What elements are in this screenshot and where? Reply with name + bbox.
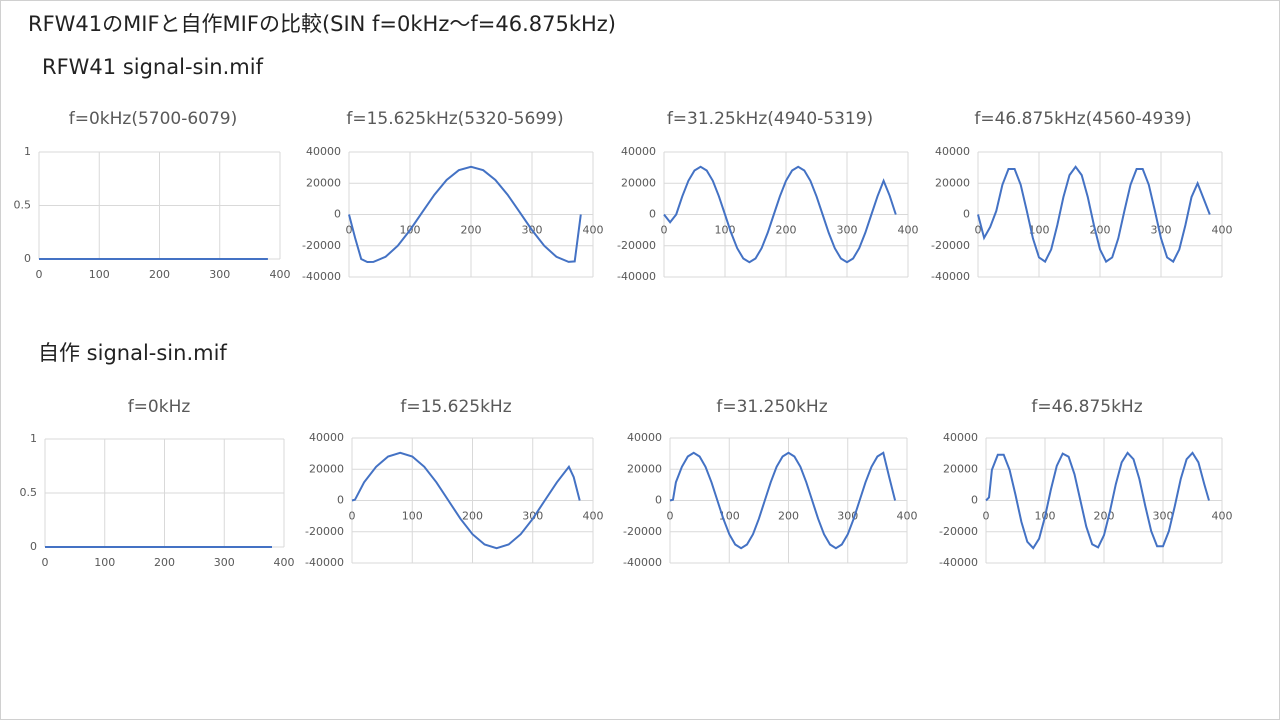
x-tick-label: 200 xyxy=(778,510,799,523)
series-line xyxy=(977,165,1211,264)
y-tick-label: 0 xyxy=(337,494,344,507)
y-tick-label: -20000 xyxy=(302,239,341,252)
y-tick-label: 40000 xyxy=(309,431,344,444)
x-tick-label: 400 xyxy=(1212,510,1233,523)
x-tick-label: 0 xyxy=(346,224,353,237)
y-tick-label: 0.5 xyxy=(20,486,38,499)
y-tick-label: 40000 xyxy=(627,431,662,444)
chart-title: f=46.875kHz xyxy=(1031,397,1142,417)
x-tick-label: 400 xyxy=(583,224,604,237)
y-tick-label: -20000 xyxy=(617,239,656,252)
x-tick-label: 300 xyxy=(214,556,235,569)
y-tick-label: 0 xyxy=(334,208,341,221)
x-tick-label: 0 xyxy=(667,510,674,523)
y-tick-label: -40000 xyxy=(305,556,344,569)
x-tick-label: 400 xyxy=(1212,224,1233,237)
x-tick-label: 400 xyxy=(897,510,918,523)
y-tick-label: -40000 xyxy=(931,270,970,283)
y-tick-label: 20000 xyxy=(935,176,970,189)
chart-title: f=46.875kHz(4560-4939) xyxy=(974,109,1191,129)
y-tick-label: 0 xyxy=(24,252,31,265)
x-tick-label: 100 xyxy=(402,510,423,523)
x-tick-label: 0 xyxy=(983,510,990,523)
y-tick-label: -20000 xyxy=(931,239,970,252)
y-tick-label: 20000 xyxy=(627,462,662,475)
x-tick-label: 300 xyxy=(1151,224,1172,237)
x-tick-label: 400 xyxy=(274,556,295,569)
y-tick-label: 1 xyxy=(30,432,37,445)
x-tick-label: 200 xyxy=(149,268,170,281)
y-tick-label: 0 xyxy=(649,208,656,221)
x-tick-label: 300 xyxy=(209,268,230,281)
x-tick-label: 0 xyxy=(42,556,49,569)
y-tick-label: 40000 xyxy=(621,145,656,158)
series-line xyxy=(985,451,1210,550)
y-tick-label: -40000 xyxy=(617,270,656,283)
x-tick-label: 0 xyxy=(36,268,43,281)
x-tick-label: 200 xyxy=(1094,510,1115,523)
chart-title: f=31.25kHz(4940-5319) xyxy=(667,109,873,129)
y-tick-label: 0 xyxy=(971,494,978,507)
x-tick-label: 0 xyxy=(349,510,356,523)
y-tick-label: 20000 xyxy=(306,176,341,189)
chart-title: f=15.625kHz(5320-5699) xyxy=(346,109,563,129)
x-tick-label: 0 xyxy=(661,224,668,237)
y-tick-label: 20000 xyxy=(621,176,656,189)
section-label: 自作 signal-sin.mif xyxy=(38,341,227,365)
y-tick-label: 0 xyxy=(655,494,662,507)
series-line xyxy=(351,451,581,550)
x-tick-label: 300 xyxy=(522,510,543,523)
x-tick-label: 100 xyxy=(1029,224,1050,237)
chart-title: f=31.250kHz xyxy=(716,397,827,417)
y-tick-label: -20000 xyxy=(623,525,662,538)
y-tick-label: 1 xyxy=(24,145,31,158)
x-tick-label: 0 xyxy=(975,224,982,237)
chart-title: f=0kHz(5700-6079) xyxy=(69,109,238,129)
y-tick-label: 0 xyxy=(30,540,37,553)
chart-title: f=0kHz xyxy=(128,397,191,417)
x-tick-label: 400 xyxy=(270,268,291,281)
series-line xyxy=(663,165,897,264)
y-tick-label: 40000 xyxy=(306,145,341,158)
x-tick-label: 200 xyxy=(154,556,175,569)
y-tick-label: -40000 xyxy=(939,556,978,569)
x-tick-label: 100 xyxy=(94,556,115,569)
x-tick-label: 400 xyxy=(898,224,919,237)
series-line xyxy=(348,165,582,264)
y-tick-label: 20000 xyxy=(943,462,978,475)
y-tick-label: 0.5 xyxy=(14,199,32,212)
y-tick-label: 20000 xyxy=(309,462,344,475)
slide-title: RFW41のMIFと自作MIFの比較(SIN f=0kHz～f=46.875kH… xyxy=(28,12,616,36)
x-tick-label: 300 xyxy=(1153,510,1174,523)
y-tick-label: 40000 xyxy=(935,145,970,158)
series-line xyxy=(669,451,897,550)
x-tick-label: 300 xyxy=(837,224,858,237)
x-tick-label: 200 xyxy=(462,510,483,523)
y-tick-label: -20000 xyxy=(939,525,978,538)
y-tick-label: 40000 xyxy=(943,431,978,444)
chart-title: f=15.625kHz xyxy=(400,397,511,417)
x-tick-label: 200 xyxy=(1090,224,1111,237)
y-tick-label: -40000 xyxy=(623,556,662,569)
x-tick-label: 400 xyxy=(583,510,604,523)
y-tick-label: -40000 xyxy=(302,270,341,283)
y-tick-label: -20000 xyxy=(305,525,344,538)
x-tick-label: 200 xyxy=(776,224,797,237)
x-tick-label: 200 xyxy=(461,224,482,237)
y-tick-label: 0 xyxy=(963,208,970,221)
x-tick-label: 100 xyxy=(89,268,110,281)
section-label: RFW41 signal-sin.mif xyxy=(42,55,264,79)
